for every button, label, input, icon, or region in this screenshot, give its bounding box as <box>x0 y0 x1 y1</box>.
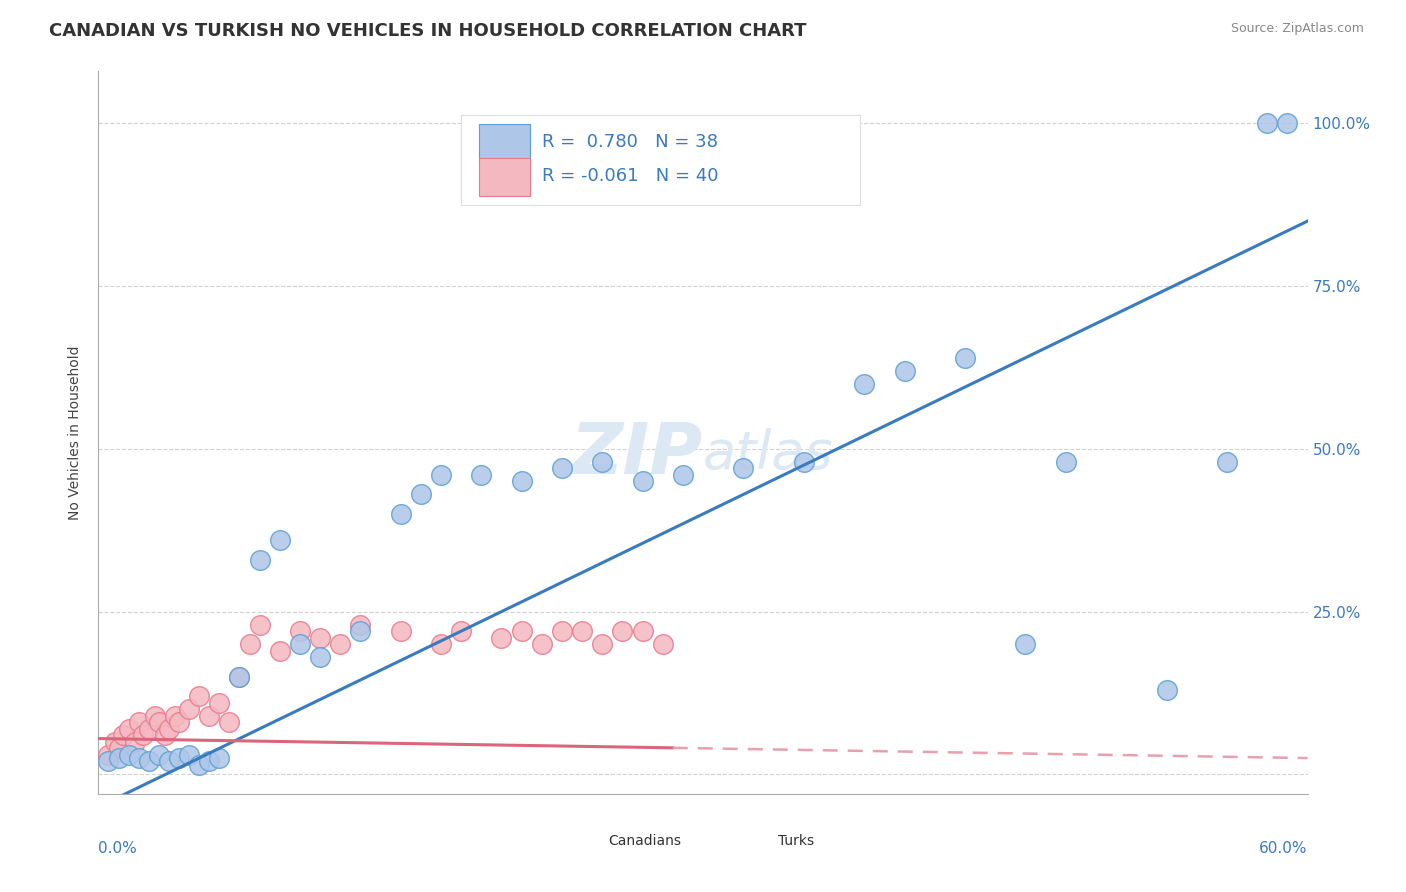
Point <box>179 702 201 716</box>
Point <box>228 670 250 684</box>
Point <box>853 376 876 391</box>
Point <box>198 755 221 769</box>
Point <box>349 624 371 639</box>
Point <box>249 617 271 632</box>
Point <box>118 747 141 762</box>
Point <box>138 722 160 736</box>
Point <box>430 637 453 651</box>
Point <box>188 757 211 772</box>
Text: Source: ZipAtlas.com: Source: ZipAtlas.com <box>1230 22 1364 36</box>
Point <box>103 735 125 749</box>
Text: R = -0.061   N = 40: R = -0.061 N = 40 <box>543 167 718 186</box>
Point <box>349 617 371 632</box>
Point <box>124 735 146 749</box>
FancyBboxPatch shape <box>561 830 603 858</box>
Text: R =  0.780   N = 38: R = 0.780 N = 38 <box>543 133 718 151</box>
Text: atlas: atlas <box>703 428 834 480</box>
FancyBboxPatch shape <box>731 830 772 858</box>
FancyBboxPatch shape <box>479 124 530 161</box>
Point <box>1216 455 1239 469</box>
Point <box>1014 637 1036 651</box>
Point <box>163 708 186 723</box>
Point <box>591 455 613 469</box>
Point <box>148 747 170 762</box>
Point <box>430 467 453 482</box>
Point <box>470 467 492 482</box>
Y-axis label: No Vehicles in Household: No Vehicles in Household <box>69 345 83 520</box>
Point <box>153 728 176 742</box>
Point <box>167 715 190 730</box>
Point <box>111 728 134 742</box>
Text: Canadians: Canadians <box>609 834 682 847</box>
Point <box>309 631 332 645</box>
Point <box>672 467 695 482</box>
Point <box>329 637 352 651</box>
Point <box>138 755 160 769</box>
Text: Turks: Turks <box>778 834 814 847</box>
Text: 0.0%: 0.0% <box>98 841 138 855</box>
Point <box>132 728 155 742</box>
Text: CANADIAN VS TURKISH NO VEHICLES IN HOUSEHOLD CORRELATION CHART: CANADIAN VS TURKISH NO VEHICLES IN HOUSE… <box>49 22 807 40</box>
Point <box>157 755 180 769</box>
Point <box>198 708 221 723</box>
Point <box>733 461 755 475</box>
Point <box>208 751 231 765</box>
Point <box>793 455 815 469</box>
Point <box>269 533 291 547</box>
Point <box>179 747 201 762</box>
Point <box>510 624 533 639</box>
Point <box>148 715 170 730</box>
Point <box>651 637 673 651</box>
Point <box>893 364 915 378</box>
Point <box>510 475 533 489</box>
Point <box>97 755 120 769</box>
Point <box>143 708 166 723</box>
Point <box>107 741 129 756</box>
Point <box>491 631 513 645</box>
Point <box>450 624 472 639</box>
Point <box>167 751 190 765</box>
Point <box>1156 682 1178 697</box>
Point <box>591 637 613 651</box>
Point <box>269 643 291 657</box>
Point <box>612 624 634 639</box>
Point <box>1277 116 1299 130</box>
Point <box>97 747 120 762</box>
Point <box>551 624 574 639</box>
Point <box>208 696 231 710</box>
Point <box>409 487 432 501</box>
Point <box>118 722 141 736</box>
Point <box>288 637 311 651</box>
Point <box>571 624 593 639</box>
Point <box>128 715 150 730</box>
Point <box>309 650 332 665</box>
FancyBboxPatch shape <box>479 158 530 195</box>
Point <box>157 722 180 736</box>
Point <box>239 637 262 651</box>
Point <box>551 461 574 475</box>
Point <box>631 624 654 639</box>
Point <box>228 670 250 684</box>
Point <box>953 351 976 365</box>
FancyBboxPatch shape <box>461 115 860 205</box>
Text: 60.0%: 60.0% <box>1260 841 1308 855</box>
Point <box>128 751 150 765</box>
Point <box>188 690 211 704</box>
Point <box>389 507 412 521</box>
Point <box>249 552 271 566</box>
Point <box>218 715 240 730</box>
Point <box>288 624 311 639</box>
Point <box>530 637 553 651</box>
Point <box>631 475 654 489</box>
Point <box>107 751 129 765</box>
Text: ZIP: ZIP <box>571 420 703 489</box>
Point <box>389 624 412 639</box>
Point <box>1256 116 1278 130</box>
Point <box>1054 455 1077 469</box>
